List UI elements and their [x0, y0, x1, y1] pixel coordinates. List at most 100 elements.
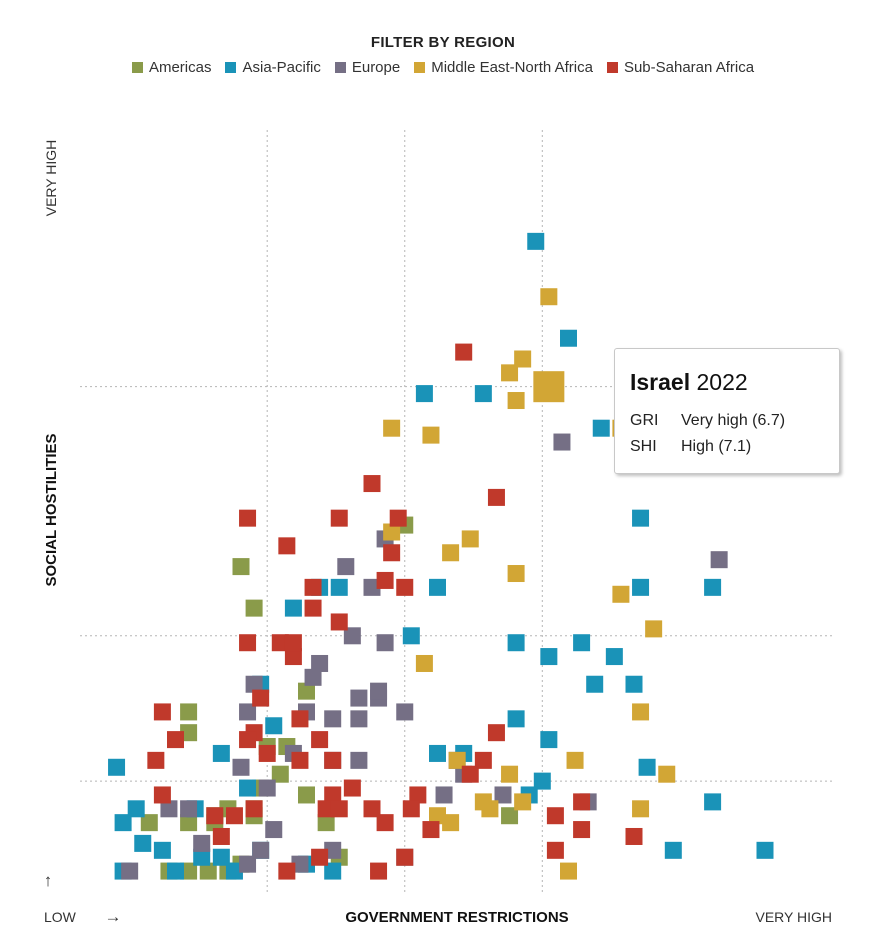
- data-point-europe[interactable]: [435, 786, 453, 804]
- data-point-middle-east-north-africa[interactable]: [501, 364, 519, 382]
- data-point-sub-saharan-africa[interactable]: [239, 731, 257, 749]
- data-point-asia-pacific[interactable]: [429, 578, 446, 596]
- data-point-americas[interactable]: [245, 599, 263, 617]
- data-point-sub-saharan-africa[interactable]: [304, 599, 322, 617]
- data-point-asia-pacific[interactable]: [540, 731, 558, 749]
- data-point-americas[interactable]: [271, 765, 289, 783]
- data-point-sub-saharan-africa[interactable]: [284, 634, 302, 652]
- data-point-sub-saharan-africa[interactable]: [239, 634, 257, 652]
- data-point-americas[interactable]: [180, 814, 198, 832]
- data-point-sub-saharan-africa[interactable]: [402, 800, 420, 818]
- data-point-asia-pacific[interactable]: [664, 841, 682, 859]
- data-point-middle-east-north-africa[interactable]: [514, 350, 532, 368]
- data-point-sub-saharan-africa[interactable]: [239, 509, 257, 527]
- data-point-sub-saharan-africa[interactable]: [271, 634, 289, 652]
- data-point-sub-saharan-africa[interactable]: [147, 751, 165, 769]
- data-point-sub-saharan-africa[interactable]: [487, 724, 505, 742]
- data-point-sub-saharan-africa[interactable]: [304, 578, 322, 596]
- data-point-sub-saharan-africa[interactable]: [383, 544, 401, 562]
- data-point-sub-saharan-africa[interactable]: [291, 710, 309, 728]
- data-point-sub-saharan-africa[interactable]: [153, 703, 171, 721]
- data-point-sub-saharan-africa[interactable]: [343, 779, 361, 797]
- data-point-sub-saharan-africa[interactable]: [284, 648, 302, 666]
- data-point-asia-pacific[interactable]: [632, 578, 650, 596]
- data-point-asia-pacific[interactable]: [592, 419, 610, 437]
- data-point-europe[interactable]: [370, 682, 388, 700]
- data-point-asia-pacific[interactable]: [134, 834, 152, 852]
- data-point-europe[interactable]: [494, 786, 512, 804]
- data-point-sub-saharan-africa[interactable]: [474, 751, 492, 769]
- data-point-asia-pacific[interactable]: [330, 578, 348, 596]
- data-point-sub-saharan-africa[interactable]: [625, 827, 643, 845]
- data-point-sub-saharan-africa[interactable]: [153, 786, 171, 804]
- data-point-sub-saharan-africa[interactable]: [311, 848, 329, 866]
- data-point-europe[interactable]: [311, 654, 329, 672]
- data-point-asia-pacific[interactable]: [225, 862, 243, 880]
- data-point-middle-east-north-africa[interactable]: [514, 793, 532, 811]
- data-point-sub-saharan-africa[interactable]: [330, 613, 348, 631]
- data-point-europe[interactable]: [291, 855, 309, 873]
- data-point-sub-saharan-africa[interactable]: [324, 786, 342, 804]
- data-point-sub-saharan-africa[interactable]: [461, 765, 479, 783]
- legend-item-middle-east-north-africa[interactable]: Middle East-North Africa: [414, 59, 593, 76]
- data-point-asia-pacific[interactable]: [573, 634, 591, 652]
- data-point-sub-saharan-africa[interactable]: [370, 862, 388, 880]
- data-point-middle-east-north-africa[interactable]: [566, 751, 584, 769]
- data-point-americas[interactable]: [298, 786, 315, 804]
- data-point-middle-east-north-africa[interactable]: [632, 800, 650, 818]
- data-point-sub-saharan-africa[interactable]: [363, 475, 381, 493]
- data-point-europe[interactable]: [239, 703, 257, 721]
- data-point-sub-saharan-africa[interactable]: [455, 343, 473, 361]
- data-point-sub-saharan-africa[interactable]: [212, 827, 230, 845]
- data-point-sub-saharan-africa[interactable]: [330, 800, 348, 818]
- data-point-asia-pacific[interactable]: [704, 793, 722, 811]
- data-point-asia-pacific[interactable]: [324, 862, 342, 880]
- data-point-middle-east-north-africa[interactable]: [442, 814, 460, 832]
- data-point-asia-pacific[interactable]: [402, 627, 420, 645]
- data-point-middle-east-north-africa[interactable]: [658, 765, 676, 783]
- data-point-sub-saharan-africa[interactable]: [396, 848, 414, 866]
- data-point-middle-east-north-africa[interactable]: [461, 530, 479, 548]
- data-point-sub-saharan-africa[interactable]: [422, 821, 440, 839]
- data-point-sub-saharan-africa[interactable]: [546, 841, 564, 859]
- data-point-europe[interactable]: [337, 558, 355, 576]
- data-point-middle-east-north-africa[interactable]: [383, 419, 401, 437]
- data-point-middle-east-north-africa[interactable]: [429, 807, 446, 825]
- data-point-middle-east-north-africa[interactable]: [507, 565, 525, 583]
- data-point-middle-east-north-africa[interactable]: [448, 751, 466, 769]
- data-point-europe[interactable]: [265, 821, 283, 839]
- data-point-sub-saharan-africa[interactable]: [258, 744, 276, 762]
- data-point-americas[interactable]: [232, 558, 250, 576]
- data-point-sub-saharan-africa[interactable]: [376, 814, 394, 832]
- data-point-europe[interactable]: [350, 689, 368, 707]
- legend-item-americas[interactable]: Americas: [131, 59, 211, 76]
- data-point-europe[interactable]: [180, 800, 198, 818]
- data-point-asia-pacific[interactable]: [632, 509, 650, 527]
- data-point-asia-pacific[interactable]: [167, 862, 184, 880]
- data-point-asia-pacific[interactable]: [212, 848, 230, 866]
- data-point-sub-saharan-africa[interactable]: [487, 488, 505, 506]
- data-point-asia-pacific[interactable]: [507, 634, 525, 652]
- data-point-americas[interactable]: [298, 682, 315, 700]
- data-point-europe[interactable]: [324, 841, 342, 859]
- data-point-sub-saharan-africa[interactable]: [206, 807, 224, 825]
- legend-item-sub-saharan-africa[interactable]: Sub-Saharan Africa: [606, 59, 754, 76]
- data-point-middle-east-north-africa[interactable]: [474, 793, 492, 811]
- data-point-middle-east-north-africa[interactable]: [612, 585, 630, 603]
- data-point-europe[interactable]: [553, 433, 571, 451]
- data-point-middle-east-north-africa[interactable]: [560, 862, 577, 880]
- data-point-middle-east-north-africa[interactable]: [442, 544, 460, 562]
- data-point-europe[interactable]: [363, 578, 381, 596]
- data-point-asia-pacific[interactable]: [625, 675, 643, 693]
- data-point-americas[interactable]: [180, 724, 198, 742]
- data-point-europe[interactable]: [232, 758, 250, 776]
- data-point-asia-pacific[interactable]: [540, 648, 558, 666]
- data-point-sub-saharan-africa[interactable]: [396, 578, 414, 596]
- data-point-europe[interactable]: [245, 675, 263, 693]
- data-point-europe[interactable]: [350, 710, 368, 728]
- data-point-sub-saharan-africa[interactable]: [225, 807, 243, 825]
- data-point-sub-saharan-africa[interactable]: [363, 800, 381, 818]
- data-point-asia-pacific[interactable]: [638, 758, 656, 776]
- highlighted-data-point[interactable]: [533, 371, 565, 403]
- data-point-sub-saharan-africa[interactable]: [167, 731, 184, 749]
